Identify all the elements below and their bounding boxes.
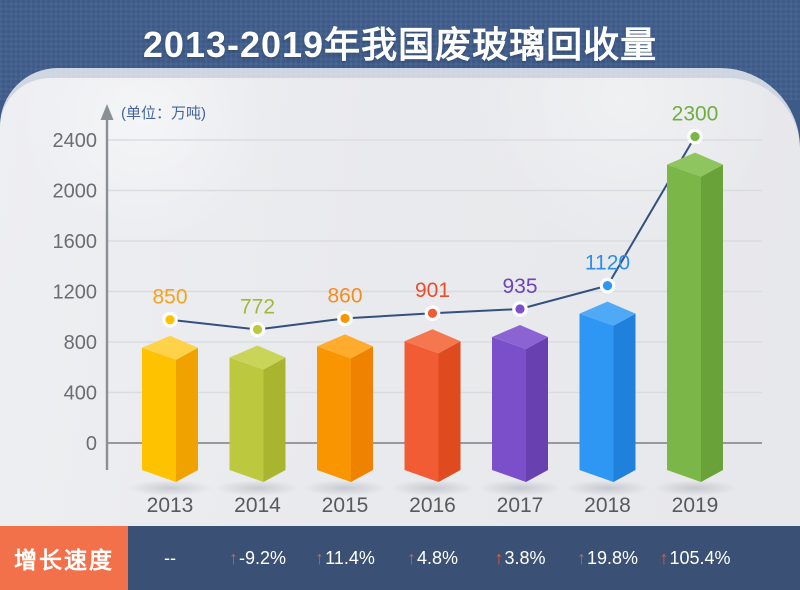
bar-shadow xyxy=(303,480,387,496)
bar-side-2016 xyxy=(438,341,461,482)
growth-value-text: 11.4% xyxy=(325,547,375,568)
x-axis-label: 2017 xyxy=(497,494,544,517)
growth-value-text: 4.8% xyxy=(416,547,459,568)
data-point-2013 xyxy=(162,311,178,328)
data-point-2015 xyxy=(337,310,353,327)
y-axis-tick-label: 0 xyxy=(86,433,97,455)
growth-value-2019: ↑ 105.4% xyxy=(645,526,745,590)
growth-value-text: 3.8% xyxy=(504,547,546,568)
growth-value-text: -9.2% xyxy=(238,547,287,568)
bar-value-label: 860 xyxy=(327,284,362,307)
x-axis-label: 2015 xyxy=(322,494,369,517)
bar-front-2019 xyxy=(667,164,701,482)
bar-top-2019 xyxy=(667,152,723,177)
y-axis-arrow-icon xyxy=(100,104,114,120)
y-axis-tick-label: 400 xyxy=(64,383,97,405)
x-axis-label: 2018 xyxy=(584,494,631,517)
bar-value-label: 850 xyxy=(152,286,187,309)
bar-shadow xyxy=(653,480,737,496)
bar-top-2017 xyxy=(492,324,548,349)
bar-value-label: 2300 xyxy=(672,103,719,126)
y-axis-tick-label: 1200 xyxy=(53,282,98,304)
chart-card xyxy=(0,78,800,590)
bar-front-2016 xyxy=(404,341,439,482)
bar-top-2015 xyxy=(317,334,373,359)
growth-rate-label-text: 增长速度 xyxy=(14,547,114,573)
x-axis-label: 2016 xyxy=(409,494,456,517)
up-arrow-icon: ↑ xyxy=(659,547,669,568)
bar-front-2013 xyxy=(142,347,176,482)
x-axis-label: 2019 xyxy=(672,494,719,517)
x-axis-label: 2014 xyxy=(234,494,281,517)
bar-top-2016 xyxy=(404,329,461,354)
y-axis-tick-label: 2400 xyxy=(53,130,98,152)
bar-value-label: 901 xyxy=(415,279,450,302)
growth-value-2014: ↑ -9.2% xyxy=(208,526,308,590)
bar-shadow xyxy=(565,480,650,496)
growth-value-text: 105.4% xyxy=(669,547,731,568)
bar-side-2014 xyxy=(263,357,286,482)
bar-value-label: 1120 xyxy=(585,252,630,275)
growth-value-text: -- xyxy=(164,547,176,568)
bar-side-2018 xyxy=(613,313,636,482)
data-point-2018 xyxy=(599,277,616,294)
bar-side-2019 xyxy=(701,164,723,482)
bar-shadow xyxy=(478,480,562,496)
growth-rate-row-label: 增长速度 xyxy=(0,526,128,590)
bar-top-2014 xyxy=(229,345,286,370)
growth-value-2018: ↑ 19.8% xyxy=(558,526,658,590)
data-point-2019 xyxy=(687,128,703,145)
bar-shadow xyxy=(128,480,212,496)
up-arrow-icon: ↑ xyxy=(228,547,238,568)
growth-rate-row: 增长速度 -- ↑ -9.2% ↑ 11.4% ↑ 4.8% ↑ 3.8% ↑ 19.8% ↑ 105.… xyxy=(0,526,800,590)
bar-side-2017 xyxy=(526,336,548,482)
bar-value-label: 935 xyxy=(502,275,537,298)
bar-front-2018 xyxy=(579,313,614,482)
growth-value-2017: ↑ 3.8% xyxy=(470,526,570,590)
up-arrow-icon: ↑ xyxy=(406,547,416,568)
up-arrow-icon: ↑ xyxy=(494,547,504,568)
bar-value-label: 772 xyxy=(240,296,275,319)
growth-value-2016: ↑ 4.8% xyxy=(383,526,483,590)
page-title: 2013-2019年我国废玻璃回收量 xyxy=(142,24,658,65)
bar-front-2015 xyxy=(317,346,351,482)
bar-top-2018 xyxy=(579,301,636,326)
data-point-2017 xyxy=(512,301,528,317)
bar-side-2015 xyxy=(351,346,373,482)
y-axis-tick-label: 2000 xyxy=(53,181,98,203)
data-point-2014 xyxy=(249,321,266,338)
growth-value-2015: ↑ 11.4% xyxy=(295,526,395,590)
bar-top-2013 xyxy=(142,335,198,360)
bar-side-2013 xyxy=(176,347,198,482)
up-arrow-icon: ↑ xyxy=(315,547,325,568)
y-axis-tick-label: 1600 xyxy=(53,231,98,253)
bar-shadow xyxy=(390,480,475,496)
data-point-2016 xyxy=(424,305,441,322)
bar-shadow xyxy=(215,480,300,496)
growth-value-2013: -- xyxy=(120,526,220,590)
bar-front-2014 xyxy=(229,357,264,482)
y-axis-tick-label: 800 xyxy=(64,332,97,354)
y-axis-unit-label: (单位：万吨) xyxy=(121,105,206,122)
x-axis-label: 2013 xyxy=(147,494,194,517)
up-arrow-icon: ↑ xyxy=(576,547,586,568)
bar-front-2017 xyxy=(492,336,526,482)
growth-value-text: 19.8% xyxy=(586,547,639,568)
